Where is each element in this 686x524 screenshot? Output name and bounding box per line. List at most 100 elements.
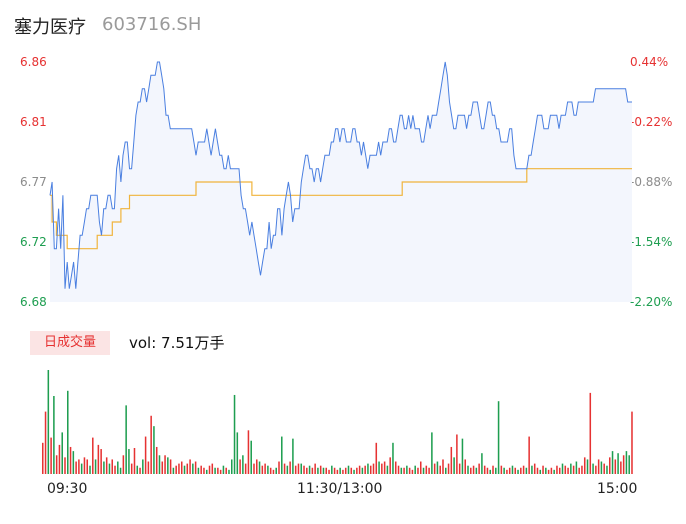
volume-bar <box>614 459 617 474</box>
volume-bar <box>69 446 72 474</box>
volume-bar <box>186 463 189 474</box>
stock-code: 603716.SH <box>102 14 202 35</box>
volume-bar <box>328 469 330 474</box>
pct-tick-label: -1.54% <box>630 235 673 249</box>
average-price-line <box>50 168 632 250</box>
volume-bar <box>622 455 625 474</box>
volume-bar <box>205 469 208 474</box>
volume-bar <box>419 461 422 474</box>
volume-bar <box>314 463 316 474</box>
volume-bar <box>386 465 389 474</box>
volume-bar <box>92 437 94 474</box>
volume-bar <box>353 469 355 474</box>
volume-bar <box>595 465 597 474</box>
volume-bar <box>317 467 319 474</box>
volume-bar <box>130 463 133 474</box>
volume-bar <box>339 467 341 474</box>
volume-bar <box>470 467 472 474</box>
volume-bar <box>250 440 252 474</box>
volume-bar <box>219 469 222 474</box>
volume-bar <box>478 463 480 474</box>
volume-bar <box>497 401 500 474</box>
volume-bar <box>194 461 197 474</box>
volume-bar <box>278 461 280 474</box>
volume-bar <box>283 463 286 474</box>
volume-bar <box>103 461 105 474</box>
volume-bar <box>208 465 211 474</box>
volume-bar <box>578 467 580 474</box>
pct-tick-label: -0.22% <box>630 115 673 129</box>
volume-bar <box>564 465 567 474</box>
volume-bar <box>297 463 300 474</box>
volume-bar <box>347 465 350 474</box>
volume-bar <box>406 465 408 474</box>
volume-bar <box>128 449 130 474</box>
volume-bar <box>431 432 433 474</box>
volume-bar <box>169 459 172 474</box>
volume-bar <box>403 467 405 474</box>
volume-bar <box>392 442 394 474</box>
volume-bar <box>575 461 578 474</box>
volume-bar <box>236 432 239 474</box>
volume-bar <box>556 465 558 474</box>
volume-bar <box>144 436 147 474</box>
volume-bar <box>381 463 383 474</box>
volume-bar <box>117 461 119 474</box>
volume-bar <box>150 415 152 474</box>
volume-bar <box>264 463 266 474</box>
volume-bar <box>311 467 314 474</box>
volume-bar <box>447 463 450 474</box>
volume-bar <box>400 467 403 474</box>
volume-bar <box>197 467 200 474</box>
volume-bar <box>528 436 530 474</box>
volume-bar <box>242 455 244 474</box>
volume-bar <box>567 467 569 474</box>
volume-bar <box>506 469 508 474</box>
price-tick-label: 6.77 <box>20 175 47 189</box>
volume-bar <box>122 455 125 474</box>
volume-bar <box>500 465 503 474</box>
volume-bar <box>508 467 511 474</box>
volume-bar <box>631 411 633 474</box>
volume-bar <box>456 434 458 474</box>
price-tick-label: 6.72 <box>20 235 47 249</box>
volume-bar <box>203 467 205 474</box>
volume-bar <box>256 459 258 474</box>
volume-bar <box>292 438 294 474</box>
volume-bar <box>547 469 550 474</box>
volume-bar <box>306 467 308 474</box>
price-tick-label: 6.68 <box>20 295 47 309</box>
price-area-fill <box>50 62 632 302</box>
volume-bar <box>289 461 291 474</box>
volume-bar <box>300 463 303 474</box>
volume-bar <box>583 457 586 474</box>
volume-bar <box>517 469 519 474</box>
volume-bar <box>286 465 289 474</box>
volume-bar <box>492 465 494 474</box>
volume-bar <box>369 465 372 474</box>
volume-bar <box>542 465 544 474</box>
volume-bar <box>72 451 75 474</box>
volume-bar <box>511 465 514 474</box>
volume-bar <box>597 459 600 474</box>
volume-bar <box>378 461 380 474</box>
volume-bar <box>58 444 61 474</box>
volume-bar <box>495 467 497 474</box>
volume-bar <box>411 469 414 474</box>
volume-bar <box>344 467 347 474</box>
volume-bar <box>589 392 592 474</box>
volume-bar <box>350 467 353 474</box>
volume-tab[interactable]: 日成交量 <box>30 331 110 355</box>
volume-bar <box>461 438 464 474</box>
volume-bar <box>269 467 272 474</box>
volume-bar <box>586 459 589 474</box>
volume-bar <box>439 465 441 474</box>
volume-bar <box>358 465 361 474</box>
volume-bar <box>336 469 339 474</box>
volume-bar <box>75 461 77 474</box>
volume-bar <box>80 463 83 474</box>
volume-bar <box>164 455 166 474</box>
time-label-midday: 11:30/13:00 <box>297 481 383 497</box>
volume-bar <box>136 465 139 474</box>
volume-bar <box>570 463 572 474</box>
